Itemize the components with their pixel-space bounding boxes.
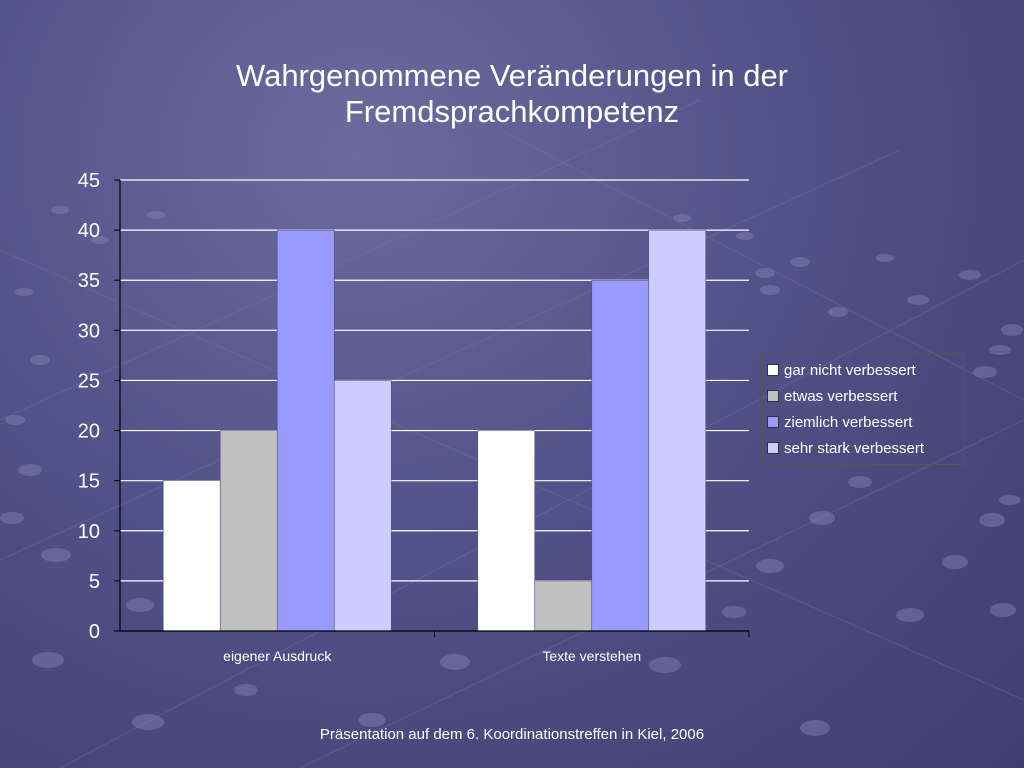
bar [591,279,650,632]
slide-footer: Präsentation auf dem 6. Koordinationstre… [319,726,705,743]
bar [648,229,707,632]
y-tick-label: 35 [78,270,100,292]
x-tick-label: Texte verstehen [542,648,641,664]
legend-label: etwas verbessert [784,387,898,405]
legend-swatch [767,442,779,454]
legend-item: sehr stark verbessert [767,435,963,461]
chart-legend: gar nicht verbessert etwas verbessert zi… [760,353,964,465]
legend-swatch [767,416,779,428]
legend-label: sehr stark verbessert [784,439,925,457]
legend-swatch [767,390,779,402]
slide-title: Wahrgenommene Veränderungen in der Fremd… [235,58,789,129]
x-axis-tick-labels: eigener Ausdruck Texte verstehen [223,648,641,664]
bar [333,380,392,632]
bar [162,480,221,632]
bar [534,580,593,632]
y-tick-label: 20 [78,421,100,443]
y-tick-label: 0 [89,621,100,643]
x-tick-label: eigener Ausdruck [223,648,332,664]
y-tick-label: 10 [78,521,100,543]
y-tick-label: 45 [78,170,100,192]
y-tick-label: 30 [78,320,100,342]
y-axis-tick-labels: 0 5 10 15 20 25 30 35 40 45 [78,170,100,643]
y-tick-label: 25 [78,370,100,392]
bar [219,430,278,632]
y-tick-label: 15 [78,471,100,493]
bar [477,430,536,632]
legend-swatch [767,364,779,376]
legend-item: gar nicht verbessert [767,357,963,383]
legend-item: etwas verbessert [767,383,963,409]
legend-label: ziemlich verbessert [784,413,913,431]
chart-axes [114,179,750,637]
y-tick-label: 5 [89,571,100,593]
y-tick-label: 40 [78,220,100,242]
legend-item: ziemlich verbessert [767,409,963,435]
chart-bars [162,229,707,632]
bar [276,229,335,632]
legend-label: gar nicht verbessert [784,361,916,379]
